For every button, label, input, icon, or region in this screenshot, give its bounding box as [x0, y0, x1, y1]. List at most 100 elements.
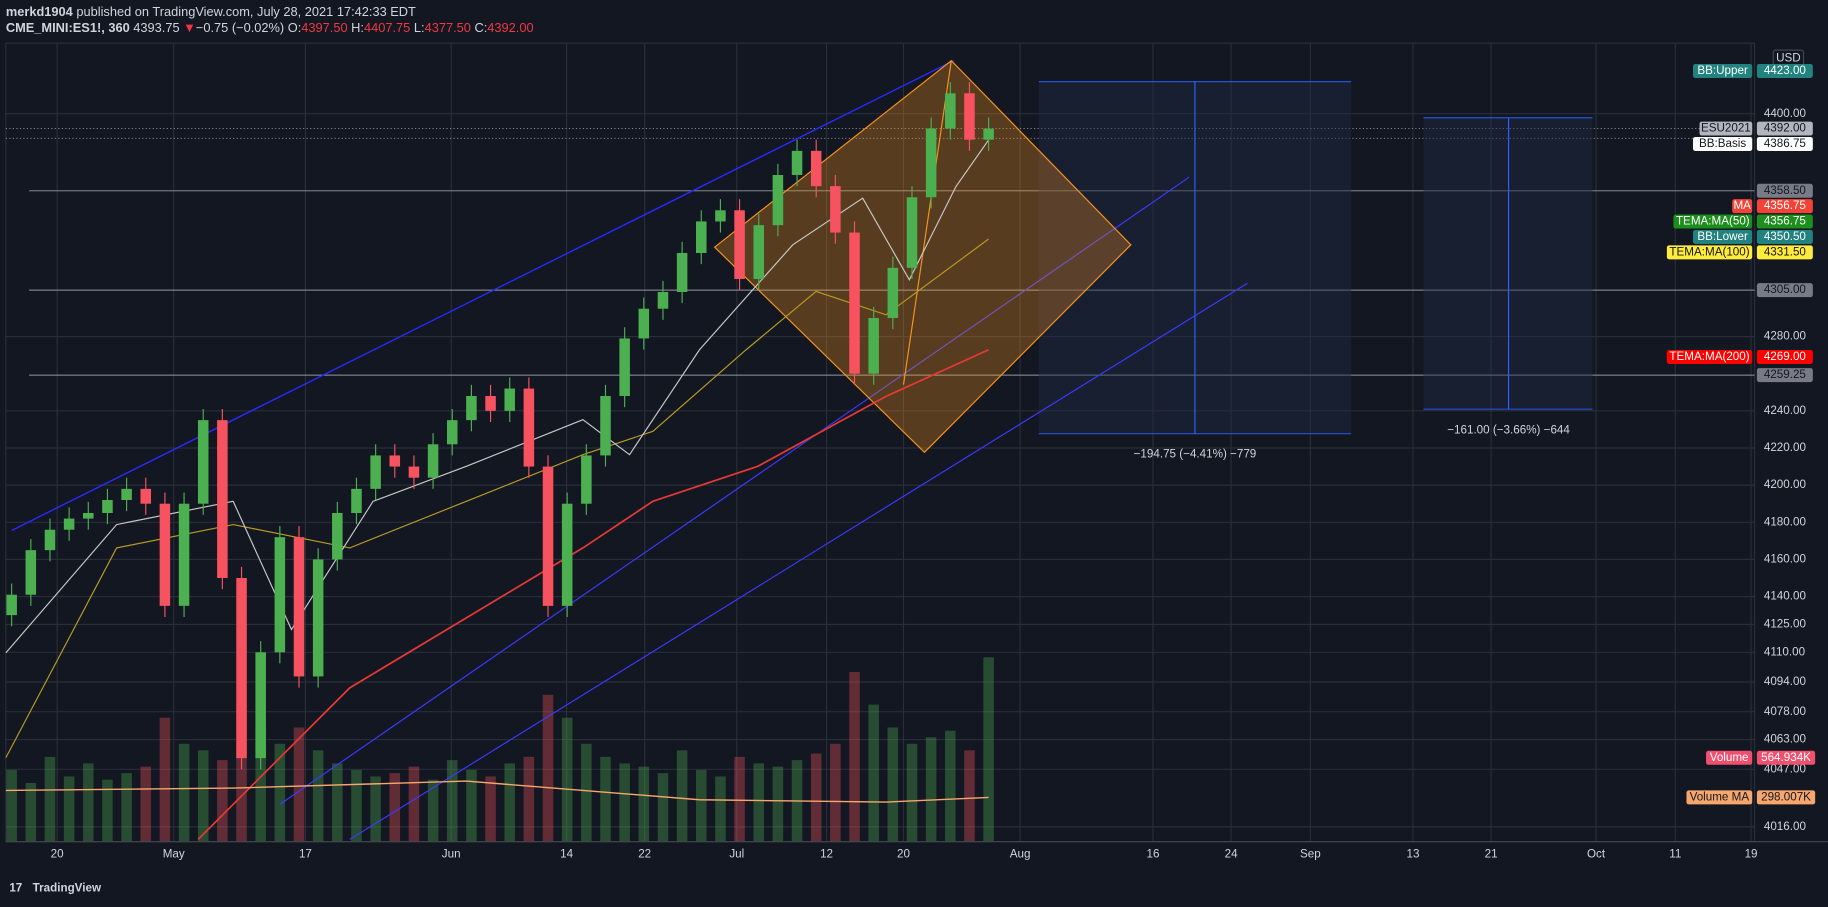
y-tick-label: 4400.00 [1764, 107, 1807, 120]
price-label: 4423.00 [1764, 64, 1807, 77]
series-name-box [1666, 350, 1753, 364]
price-label-box [1756, 283, 1813, 298]
series-name: TEMA:MA(200) [1669, 350, 1749, 363]
volume-bar [44, 756, 56, 842]
ma-200 [197, 348, 989, 841]
candle-body [236, 577, 247, 759]
price-label-box [1756, 350, 1813, 364]
candle-body [983, 128, 994, 140]
volume-bar [504, 763, 515, 842]
volume-bar [638, 766, 650, 842]
candle-body [810, 150, 822, 187]
candle-body [581, 455, 592, 504]
candle-body [274, 537, 286, 653]
measure-label: −161.00 (−3.66%) −644 [1447, 423, 1570, 436]
candle-body [178, 503, 190, 606]
series-name-box [1666, 245, 1753, 260]
arrow: ▼ [183, 21, 196, 36]
volume-bar [370, 776, 381, 842]
volume-bar [293, 727, 305, 842]
price-label: 4356.75 [1764, 215, 1806, 228]
price-label: 4305.00 [1764, 283, 1807, 296]
price-label-box [1756, 214, 1813, 229]
volume-bar [542, 694, 554, 842]
currency: USD [1776, 51, 1801, 64]
y-tick-label: 4047.00 [1764, 762, 1807, 775]
candle-body [945, 93, 956, 129]
volume-bar [561, 717, 573, 842]
candle-body [925, 128, 937, 198]
pattern-line [902, 60, 952, 385]
volume-label-box [1756, 750, 1816, 765]
x-tick-label: 19 [1745, 848, 1758, 861]
volume-bar [408, 766, 420, 842]
volume-name-box [1686, 790, 1753, 805]
candle-body [466, 395, 477, 421]
y-tick-label: 4180.00 [1764, 515, 1807, 528]
volume-bar [466, 769, 477, 842]
candle-body [830, 186, 841, 233]
x-tick-label: Jul [729, 848, 744, 861]
trend-line [279, 176, 1190, 805]
price-label: 4386.75 [1764, 137, 1806, 150]
volume-label: 564.934K [1761, 751, 1811, 764]
series-name-box [1692, 136, 1753, 151]
x-tick-label: 11 [1669, 848, 1681, 861]
volume-bar [830, 743, 841, 842]
candle-body [446, 420, 458, 445]
candle-body [849, 232, 860, 374]
volume-bar [63, 776, 75, 842]
candle-body [696, 221, 707, 253]
x-tick-label: May [163, 848, 185, 861]
brand-logo: 17 [9, 881, 22, 894]
series-name-box [1673, 214, 1753, 229]
candle-body [293, 537, 305, 677]
price-label-box [1756, 63, 1813, 78]
price-label: 4356.75 [1764, 199, 1806, 212]
candle-body [504, 388, 515, 411]
y-tick-label: 4160.00 [1764, 553, 1807, 566]
volume-bar [715, 776, 726, 842]
x-tick-label: Aug [1010, 848, 1031, 861]
volume-bar [657, 773, 669, 842]
volume-bar [849, 671, 860, 842]
candle-body [408, 466, 420, 478]
candle-body [25, 550, 37, 595]
y-tick-label: 4125.00 [1764, 618, 1807, 631]
volume-bar [753, 763, 765, 842]
x-tick-label: 17 [299, 848, 312, 861]
volume-bar [217, 760, 228, 842]
y-tick-label: 4063.00 [1764, 733, 1807, 746]
ohlc-key: L: [414, 21, 425, 36]
price-label-box [1756, 245, 1813, 260]
candle-body [887, 267, 899, 318]
series-name: MA [1733, 199, 1751, 212]
series-name: TEMA:MA(50) [1676, 215, 1750, 228]
volume-ma [5, 780, 989, 803]
candle-body [772, 174, 784, 226]
candle-body [121, 488, 132, 500]
series-name-box [1692, 229, 1753, 244]
candle-body [657, 291, 669, 309]
volume-pane [6, 657, 994, 842]
volume-bar [140, 766, 152, 842]
y-tick-label: 4016.00 [1764, 820, 1807, 833]
series-name-box [1732, 199, 1753, 214]
volume-bar [772, 766, 784, 842]
y-tick-label: 4140.00 [1764, 590, 1807, 603]
volume-bar [676, 750, 688, 842]
candle-body [734, 210, 745, 279]
series-name: BB:Lower [1697, 230, 1748, 243]
candle-body [638, 308, 650, 339]
volume-bar [964, 750, 975, 842]
volume-bar [696, 769, 707, 842]
price-label-box [1756, 121, 1813, 136]
volume-bar [332, 763, 343, 842]
ma-100 [5, 238, 989, 759]
x-tick-label: 16 [1147, 848, 1160, 861]
y-tick-label: 4220.00 [1764, 441, 1807, 454]
symbol: CME_MINI:ES1!, 360 [6, 21, 130, 36]
volume-name: Volume MA [1690, 790, 1750, 803]
